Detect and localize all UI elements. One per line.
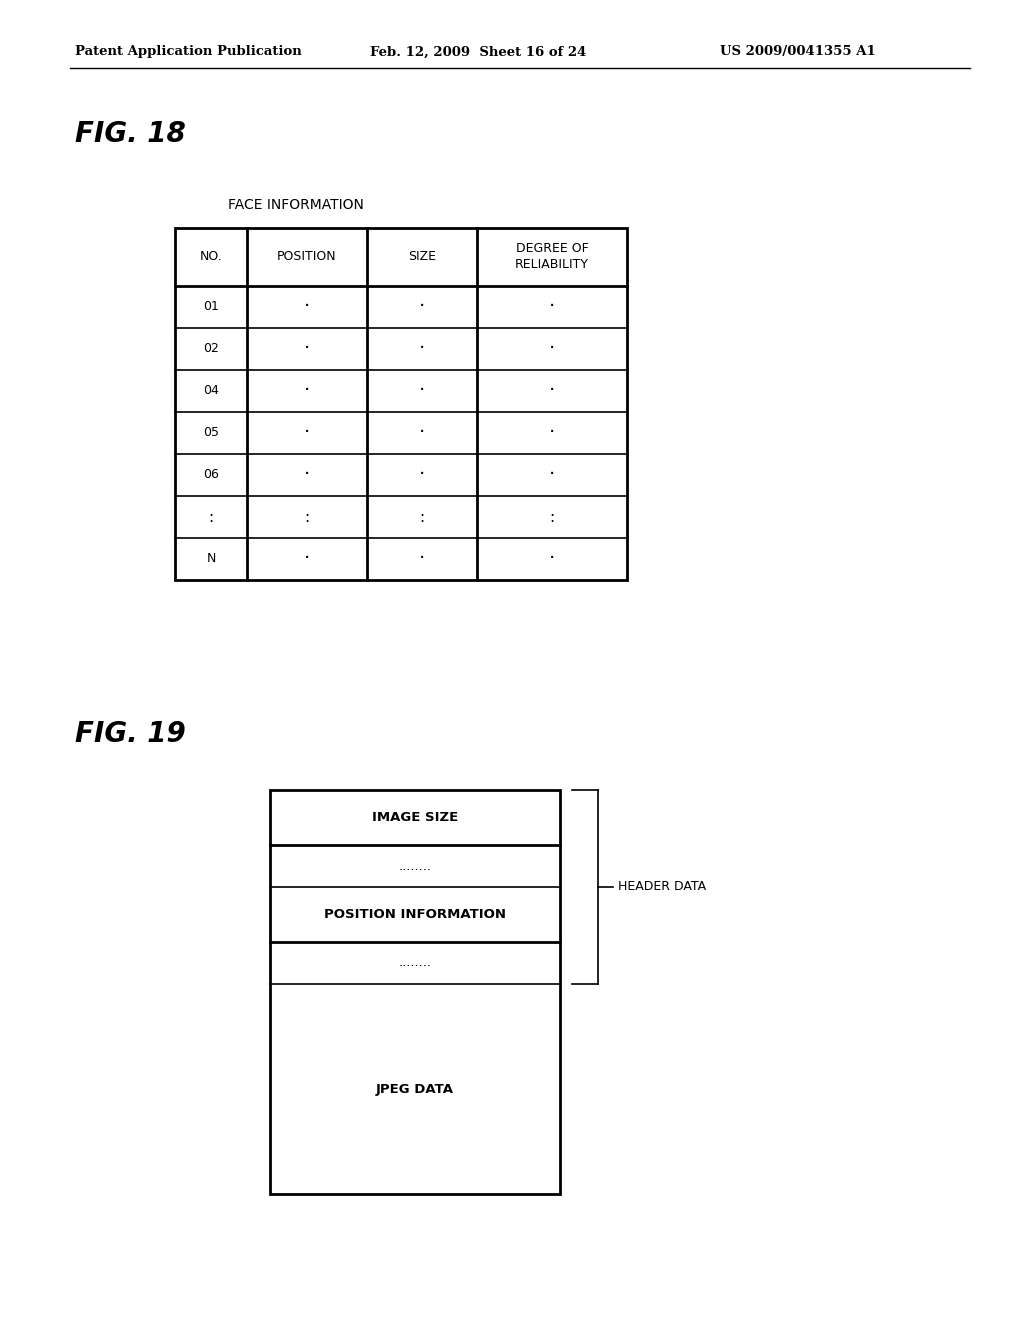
Text: ·: · (304, 297, 310, 317)
Text: ·: · (549, 466, 555, 484)
Text: :: : (304, 510, 309, 524)
Text: ·: · (419, 424, 425, 442)
Text: ·: · (549, 424, 555, 442)
Text: ·: · (304, 381, 310, 400)
Text: ·: · (419, 339, 425, 359)
Text: DEGREE OF
RELIABILITY: DEGREE OF RELIABILITY (515, 243, 589, 272)
Text: FACE INFORMATION: FACE INFORMATION (228, 198, 364, 213)
Text: ·: · (419, 466, 425, 484)
Text: US 2009/0041355 A1: US 2009/0041355 A1 (720, 45, 876, 58)
Text: NO.: NO. (200, 251, 222, 264)
Text: SIZE: SIZE (408, 251, 436, 264)
Text: IMAGE SIZE: IMAGE SIZE (372, 810, 458, 824)
Text: :: : (420, 510, 425, 524)
Text: Feb. 12, 2009  Sheet 16 of 24: Feb. 12, 2009 Sheet 16 of 24 (370, 45, 587, 58)
Text: POSITION: POSITION (278, 251, 337, 264)
Text: ·: · (419, 549, 425, 569)
Text: 04: 04 (203, 384, 219, 397)
Text: :: : (209, 510, 214, 524)
Text: FIG. 18: FIG. 18 (75, 120, 185, 148)
Text: ·: · (549, 297, 555, 317)
Text: HEADER DATA: HEADER DATA (618, 880, 707, 894)
Text: Patent Application Publication: Patent Application Publication (75, 45, 302, 58)
Text: FIG. 19: FIG. 19 (75, 719, 185, 748)
Text: 06: 06 (203, 469, 219, 482)
Text: ·: · (549, 549, 555, 569)
Text: N: N (206, 553, 216, 565)
Text: ·: · (304, 424, 310, 442)
Text: ........: ........ (398, 957, 431, 969)
Text: ·: · (304, 466, 310, 484)
Text: ........: ........ (398, 859, 431, 873)
Text: 02: 02 (203, 342, 219, 355)
Text: ·: · (304, 339, 310, 359)
Text: POSITION INFORMATION: POSITION INFORMATION (324, 908, 506, 921)
Text: ·: · (419, 297, 425, 317)
Text: ·: · (419, 381, 425, 400)
Bar (270, 789, 560, 1195)
Text: 05: 05 (203, 426, 219, 440)
Text: JPEG DATA: JPEG DATA (376, 1082, 454, 1096)
Text: ·: · (549, 381, 555, 400)
Bar (175, 228, 627, 579)
Text: 01: 01 (203, 301, 219, 314)
Text: ·: · (304, 549, 310, 569)
Text: :: : (550, 510, 555, 524)
Text: ·: · (549, 339, 555, 359)
